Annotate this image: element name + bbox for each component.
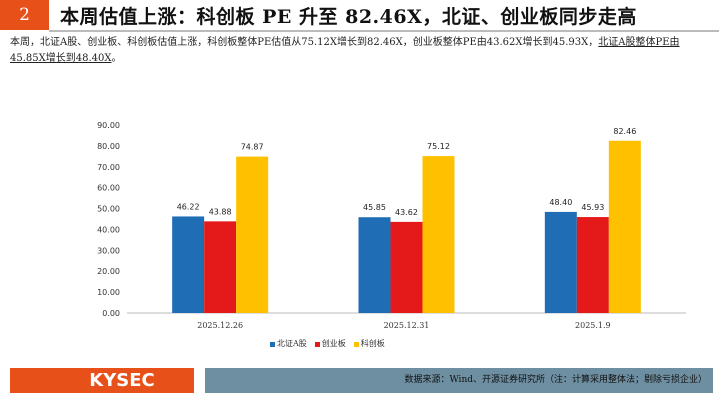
y-tick-label: 90.00: [97, 121, 120, 130]
legend-label: 科创板: [360, 339, 385, 348]
data-label: 43.62: [395, 208, 418, 217]
bar-chart: 0.00 10.00 20.00 30.00 40.00 50.00 60.00 70.00 8…: [97, 121, 686, 330]
y-tick-label: 10.00: [97, 288, 120, 297]
data-source: 数据来源：Wind、开源证券研究所（注：计算采用整体法；剔除亏损企业）: [205, 368, 713, 393]
bar: [576, 217, 609, 313]
summary-text: 本周，北证A股、创业板、科创板估值上涨，科创板整体PE估值从75.12X增长到8…: [10, 35, 710, 67]
y-tick-label: 50.00: [97, 205, 120, 214]
legend-item: 北证A股: [270, 338, 307, 349]
data-label: 46.22: [177, 202, 200, 211]
section-number: 2: [0, 0, 49, 30]
page-title: 本周估值上涨：科创板 PE 升至 82.46X，北证、创业板同步走高: [60, 6, 637, 28]
bar: [236, 156, 269, 313]
bar: [204, 221, 237, 313]
chart-legend: 北证A股 创业板 科创板: [270, 338, 385, 349]
bar: [422, 156, 455, 313]
data-label: 74.87: [241, 143, 264, 152]
legend-swatch: [270, 341, 275, 347]
data-label: 45.93: [581, 203, 604, 212]
y-tick-label: 80.00: [97, 142, 120, 151]
summary-underlined: 北证A股整体PE由45.85X增长到48.40X: [10, 37, 680, 64]
y-tick-label: 0.00: [102, 309, 120, 318]
y-tick-label: 20.00: [97, 267, 120, 276]
data-label: 75.12: [427, 142, 450, 151]
y-tick-label: 60.00: [97, 184, 120, 193]
legend-item: 创业板: [314, 338, 346, 349]
kysec-logo: KYSEC: [10, 368, 194, 393]
y-tick-label: 30.00: [97, 246, 120, 255]
x-tick-label: 2025.12.26: [197, 321, 243, 330]
bar: [608, 140, 641, 313]
header-divider: [49, 30, 719, 32]
bar: [358, 217, 391, 313]
data-label: 48.40: [549, 198, 572, 207]
summary-tail: 。: [111, 53, 122, 64]
bar: [172, 216, 205, 313]
summary-main: 本周，北证A股、创业板、科创板估值上涨，科创板整体PE估值从75.12X增长到8…: [10, 37, 599, 48]
data-label: 82.46: [613, 127, 636, 136]
y-tick-label: 70.00: [97, 163, 120, 172]
data-label: 43.88: [209, 207, 232, 216]
legend-item: 科创板: [353, 338, 385, 349]
legend-swatch: [314, 341, 320, 347]
y-tick-label: 40.00: [97, 225, 120, 234]
x-tick-label: 2025.12.31: [384, 321, 430, 330]
bar: [390, 221, 423, 313]
legend-label: 北证A股: [277, 339, 307, 348]
bar: [544, 211, 577, 313]
x-tick-label: 2025.1.9: [575, 321, 611, 330]
legend-swatch: [353, 341, 359, 347]
data-label: 45.85: [363, 203, 386, 212]
legend-label: 创业板: [321, 339, 346, 348]
